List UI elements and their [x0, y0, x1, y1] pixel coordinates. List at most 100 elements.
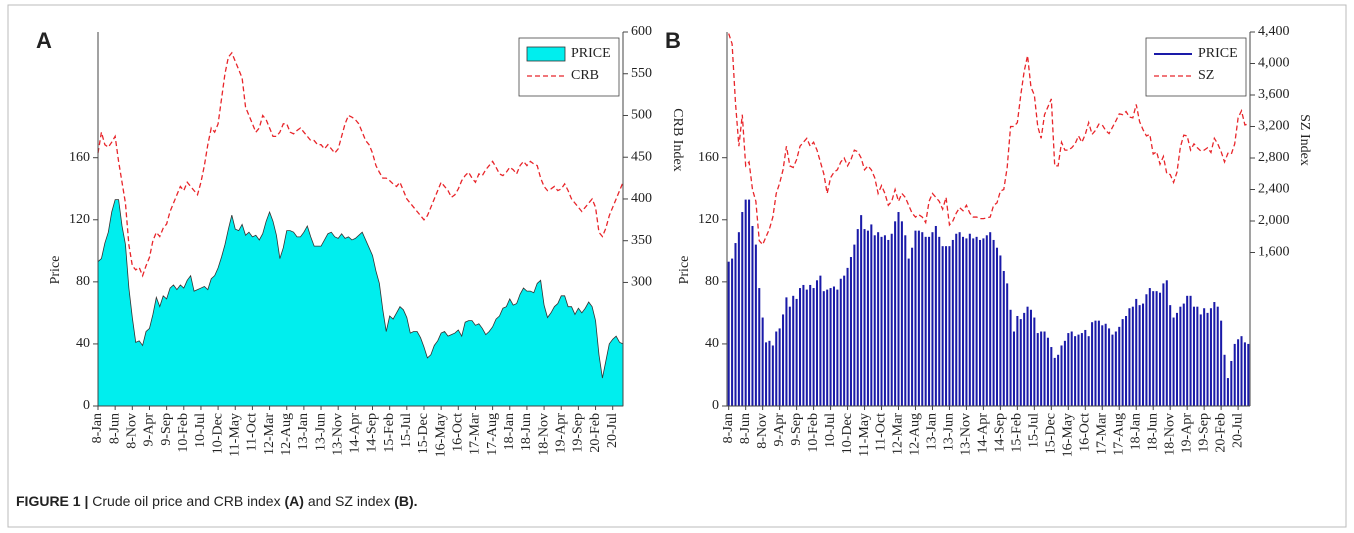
- x-tick-label: 12-Mar: [262, 413, 277, 455]
- bar: [1009, 309, 1012, 406]
- bar: [1111, 334, 1114, 406]
- bar: [1097, 320, 1100, 406]
- bar: [727, 261, 730, 406]
- bar: [877, 232, 880, 406]
- legend-label: PRICE: [571, 46, 611, 61]
- bar: [1192, 306, 1195, 406]
- index-line: [728, 33, 1249, 246]
- bar: [744, 199, 747, 406]
- bar: [1080, 333, 1083, 406]
- bar: [992, 239, 995, 406]
- bar: [938, 236, 941, 406]
- x-tick-label: 16-May: [1061, 413, 1076, 457]
- bar: [731, 258, 734, 406]
- y-tick-label: 0: [83, 398, 90, 413]
- y2-tick-label: 2,000: [1258, 213, 1290, 228]
- x-tick-label: 16-May: [433, 413, 448, 457]
- bar: [768, 340, 771, 406]
- bar: [809, 284, 812, 406]
- y-tick-label: 80: [705, 274, 719, 289]
- bar: [945, 246, 948, 406]
- caption-text: and SZ index: [308, 493, 391, 509]
- bar: [921, 232, 924, 406]
- bar: [1084, 329, 1087, 406]
- bar: [911, 247, 914, 406]
- x-tick-label: 14-Sep: [993, 413, 1008, 453]
- bar: [805, 289, 808, 406]
- x-tick-label: 15-Dec: [416, 413, 431, 454]
- y2-tick-label: 4,400: [1258, 24, 1290, 39]
- bar: [819, 275, 822, 406]
- bar: [887, 239, 890, 406]
- index-line: [97, 51, 624, 278]
- bar: [958, 232, 961, 406]
- y2-tick-label: 4,000: [1258, 56, 1290, 71]
- x-tick-label: 16-Oct: [451, 413, 466, 452]
- bar: [1155, 291, 1158, 406]
- y2-tick-label: 2,400: [1258, 182, 1290, 197]
- bar: [778, 328, 781, 406]
- bar: [788, 306, 791, 406]
- bar: [1165, 280, 1168, 406]
- bar: [765, 342, 768, 406]
- bar: [897, 212, 900, 406]
- bar: [1158, 292, 1162, 406]
- bar: [1162, 283, 1165, 406]
- bar: [771, 345, 774, 406]
- x-tick-label: 14-Apr: [976, 413, 991, 454]
- bar: [1118, 326, 1121, 406]
- bar: [1040, 331, 1043, 406]
- x-tick-label: 18-Nov: [1162, 413, 1177, 456]
- bar: [1006, 283, 1009, 406]
- x-tick-label: 10-Dec: [840, 413, 855, 454]
- bar: [965, 238, 968, 406]
- x-tick-label: 19-Sep: [1196, 413, 1211, 453]
- bar: [934, 225, 937, 406]
- x-tick-label: 17-Aug: [1111, 413, 1126, 456]
- bar: [1067, 333, 1070, 406]
- bar: [894, 221, 897, 406]
- x-tick-label: 8-Jun: [738, 413, 753, 444]
- bar: [1230, 360, 1233, 406]
- bar: [999, 255, 1002, 406]
- x-tick-label: 15-Jul: [399, 413, 414, 448]
- bar: [989, 232, 992, 406]
- bar: [754, 244, 757, 406]
- x-tick-label: 11-Oct: [874, 413, 889, 451]
- bar: [1243, 342, 1246, 406]
- bar: [1148, 288, 1151, 406]
- bar: [1145, 294, 1148, 406]
- x-tick-label: 20-Jul: [1230, 413, 1245, 448]
- x-tick-label: 17-Mar: [468, 413, 483, 455]
- x-tick-label: 16-Oct: [1078, 413, 1093, 452]
- x-tick-label: 14-Sep: [365, 413, 380, 453]
- bar: [1026, 306, 1029, 406]
- bar: [948, 246, 951, 406]
- bar: [890, 233, 893, 406]
- bar: [1179, 306, 1182, 406]
- bar: [907, 258, 910, 406]
- bar: [1189, 295, 1192, 406]
- bar: [849, 257, 852, 406]
- x-tick-label: 9-Apr: [772, 413, 787, 447]
- bar: [761, 317, 764, 406]
- y-axis-title: Price: [48, 256, 63, 285]
- x-tick-label: 12-Aug: [279, 413, 294, 456]
- y-tick-label: 160: [698, 150, 719, 165]
- bar: [856, 229, 859, 406]
- x-tick-label: 15-Jul: [1027, 413, 1042, 448]
- bar: [1125, 315, 1128, 406]
- caption-text: Crude oil price and CRB index: [92, 493, 280, 509]
- bar: [1046, 337, 1049, 406]
- x-tick-label: 10-Feb: [176, 413, 191, 453]
- x-tick-label: 19-Sep: [571, 413, 586, 453]
- x-tick-label: 8-Nov: [125, 413, 140, 449]
- bar: [1172, 317, 1175, 406]
- bar: [826, 289, 829, 406]
- y-tick-label: 120: [69, 212, 90, 227]
- bar: [900, 221, 903, 406]
- x-tick-label: 13-Nov: [330, 413, 345, 456]
- x-tick-label: 11-May: [857, 413, 872, 457]
- x-tick-label: 13-Jun: [313, 413, 328, 451]
